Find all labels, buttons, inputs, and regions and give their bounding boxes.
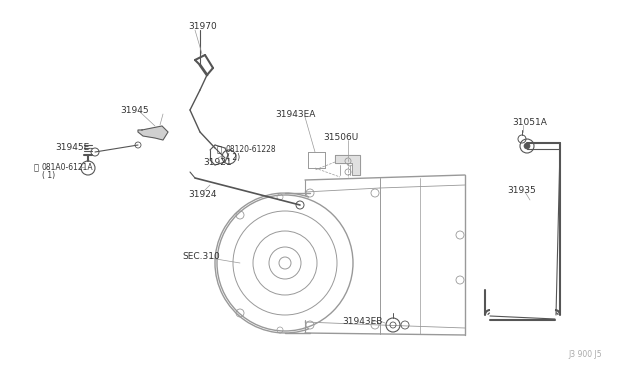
Text: 31051A: 31051A: [512, 118, 547, 127]
Text: 31943EB: 31943EB: [342, 317, 382, 326]
Text: 31506U: 31506U: [323, 133, 358, 142]
Text: 31945: 31945: [120, 106, 148, 115]
Text: ( 1): ( 1): [42, 171, 55, 180]
Text: ( 2): ( 2): [227, 153, 240, 162]
Text: 31924: 31924: [188, 190, 216, 199]
Text: Ⓑ: Ⓑ: [217, 145, 222, 154]
Polygon shape: [138, 126, 168, 140]
Text: J3 900 J5: J3 900 J5: [568, 350, 602, 359]
Text: Ⓑ: Ⓑ: [34, 163, 39, 172]
Text: 31921: 31921: [203, 158, 232, 167]
Text: 31945E: 31945E: [55, 143, 89, 152]
Text: 08120-61228: 08120-61228: [225, 145, 276, 154]
Text: SEC.310: SEC.310: [182, 252, 220, 261]
Text: 081A0-6121A: 081A0-6121A: [42, 163, 93, 172]
Circle shape: [524, 143, 530, 149]
Text: 31935: 31935: [507, 186, 536, 195]
Text: 31943EA: 31943EA: [275, 110, 316, 119]
Text: 31970: 31970: [188, 22, 217, 31]
Polygon shape: [335, 155, 360, 175]
